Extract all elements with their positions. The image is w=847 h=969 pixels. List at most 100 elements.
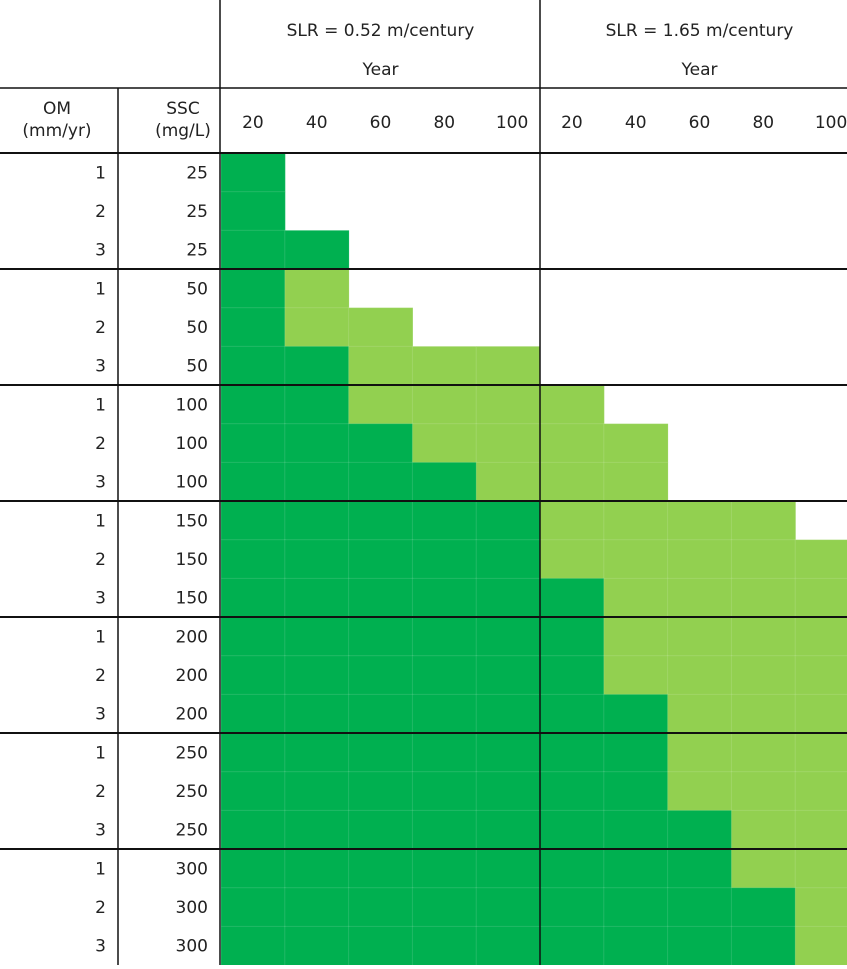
cell xyxy=(794,655,847,696)
cell xyxy=(411,500,478,541)
cell xyxy=(220,848,286,889)
cell xyxy=(475,848,542,889)
cell xyxy=(475,655,542,696)
cell xyxy=(411,616,478,657)
cell xyxy=(348,771,414,812)
cell xyxy=(348,732,414,773)
om-value: 2 xyxy=(95,318,106,338)
cell xyxy=(284,616,350,657)
cell xyxy=(730,539,797,580)
cell xyxy=(794,577,847,619)
cell xyxy=(348,307,414,348)
ssc-value: 50 xyxy=(186,318,208,338)
cell xyxy=(794,848,847,889)
cell xyxy=(730,655,797,696)
year-label: 40 xyxy=(306,113,328,133)
cell xyxy=(730,925,797,967)
cell xyxy=(539,616,605,657)
cell xyxy=(220,809,286,851)
cell xyxy=(284,925,350,967)
cell xyxy=(794,616,847,657)
cell xyxy=(539,887,605,928)
cell xyxy=(730,732,797,773)
ssc-value: 200 xyxy=(176,705,208,725)
om-value: 2 xyxy=(95,202,106,222)
cell xyxy=(794,732,847,773)
cell xyxy=(539,693,605,735)
cell xyxy=(411,771,478,812)
cell xyxy=(539,925,605,967)
cell xyxy=(348,577,414,619)
group-subtitle: Year xyxy=(362,60,399,80)
cell xyxy=(794,809,847,851)
year-label: 80 xyxy=(752,113,774,133)
cell xyxy=(667,655,733,696)
om-value: 3 xyxy=(95,473,106,493)
ssc-value: 100 xyxy=(176,434,208,454)
cell xyxy=(348,539,414,580)
cell xyxy=(348,887,414,928)
cell xyxy=(730,693,797,735)
cell xyxy=(348,693,414,735)
cell xyxy=(794,539,847,580)
year-label: 100 xyxy=(815,113,847,133)
cell xyxy=(220,307,286,348)
om-header: OM xyxy=(43,99,71,119)
cell xyxy=(220,887,286,928)
ssc-header: SSC xyxy=(166,99,199,119)
cell xyxy=(348,345,414,387)
cell xyxy=(603,925,669,967)
cell xyxy=(284,887,350,928)
cell xyxy=(475,461,542,503)
cell xyxy=(539,809,605,851)
cell xyxy=(603,461,669,503)
cell xyxy=(220,191,286,232)
cell xyxy=(220,152,286,193)
om-value: 1 xyxy=(95,627,106,647)
cell xyxy=(475,771,542,812)
cell xyxy=(475,616,542,657)
ssc-value: 25 xyxy=(186,163,208,183)
om-value: 2 xyxy=(95,782,106,802)
cell xyxy=(411,577,478,619)
cell xyxy=(348,925,414,967)
cell xyxy=(220,268,286,309)
cell xyxy=(475,345,542,387)
om-header: (mm/yr) xyxy=(22,121,91,141)
cell xyxy=(475,925,542,967)
cell xyxy=(284,229,350,271)
cell xyxy=(475,809,542,851)
group-title: SLR = 0.52 m/century xyxy=(287,21,475,41)
ssc-value: 50 xyxy=(186,357,208,377)
ssc-value: 300 xyxy=(176,859,208,879)
cell xyxy=(220,229,286,271)
cell xyxy=(667,848,733,889)
cell xyxy=(475,500,542,541)
om-value: 3 xyxy=(95,821,106,841)
cell xyxy=(220,345,286,387)
cell xyxy=(411,423,478,464)
cell xyxy=(603,848,669,889)
ssc-value: 150 xyxy=(176,550,208,570)
cell xyxy=(284,268,350,309)
cell xyxy=(539,655,605,696)
ssc-value: 50 xyxy=(186,279,208,299)
om-value: 1 xyxy=(95,743,106,763)
om-value: 2 xyxy=(95,434,106,454)
cell xyxy=(220,539,286,580)
om-value: 1 xyxy=(95,859,106,879)
cell xyxy=(348,655,414,696)
ssc-value: 100 xyxy=(176,395,208,415)
year-label: 40 xyxy=(625,113,647,133)
om-value: 2 xyxy=(95,898,106,918)
ssc-value: 250 xyxy=(176,782,208,802)
cell xyxy=(348,461,414,503)
cell xyxy=(794,771,847,812)
year-label: 60 xyxy=(370,113,392,133)
cell xyxy=(475,539,542,580)
cell xyxy=(411,655,478,696)
cell xyxy=(539,461,605,503)
cell xyxy=(220,577,286,619)
cell xyxy=(220,423,286,464)
cell xyxy=(411,693,478,735)
